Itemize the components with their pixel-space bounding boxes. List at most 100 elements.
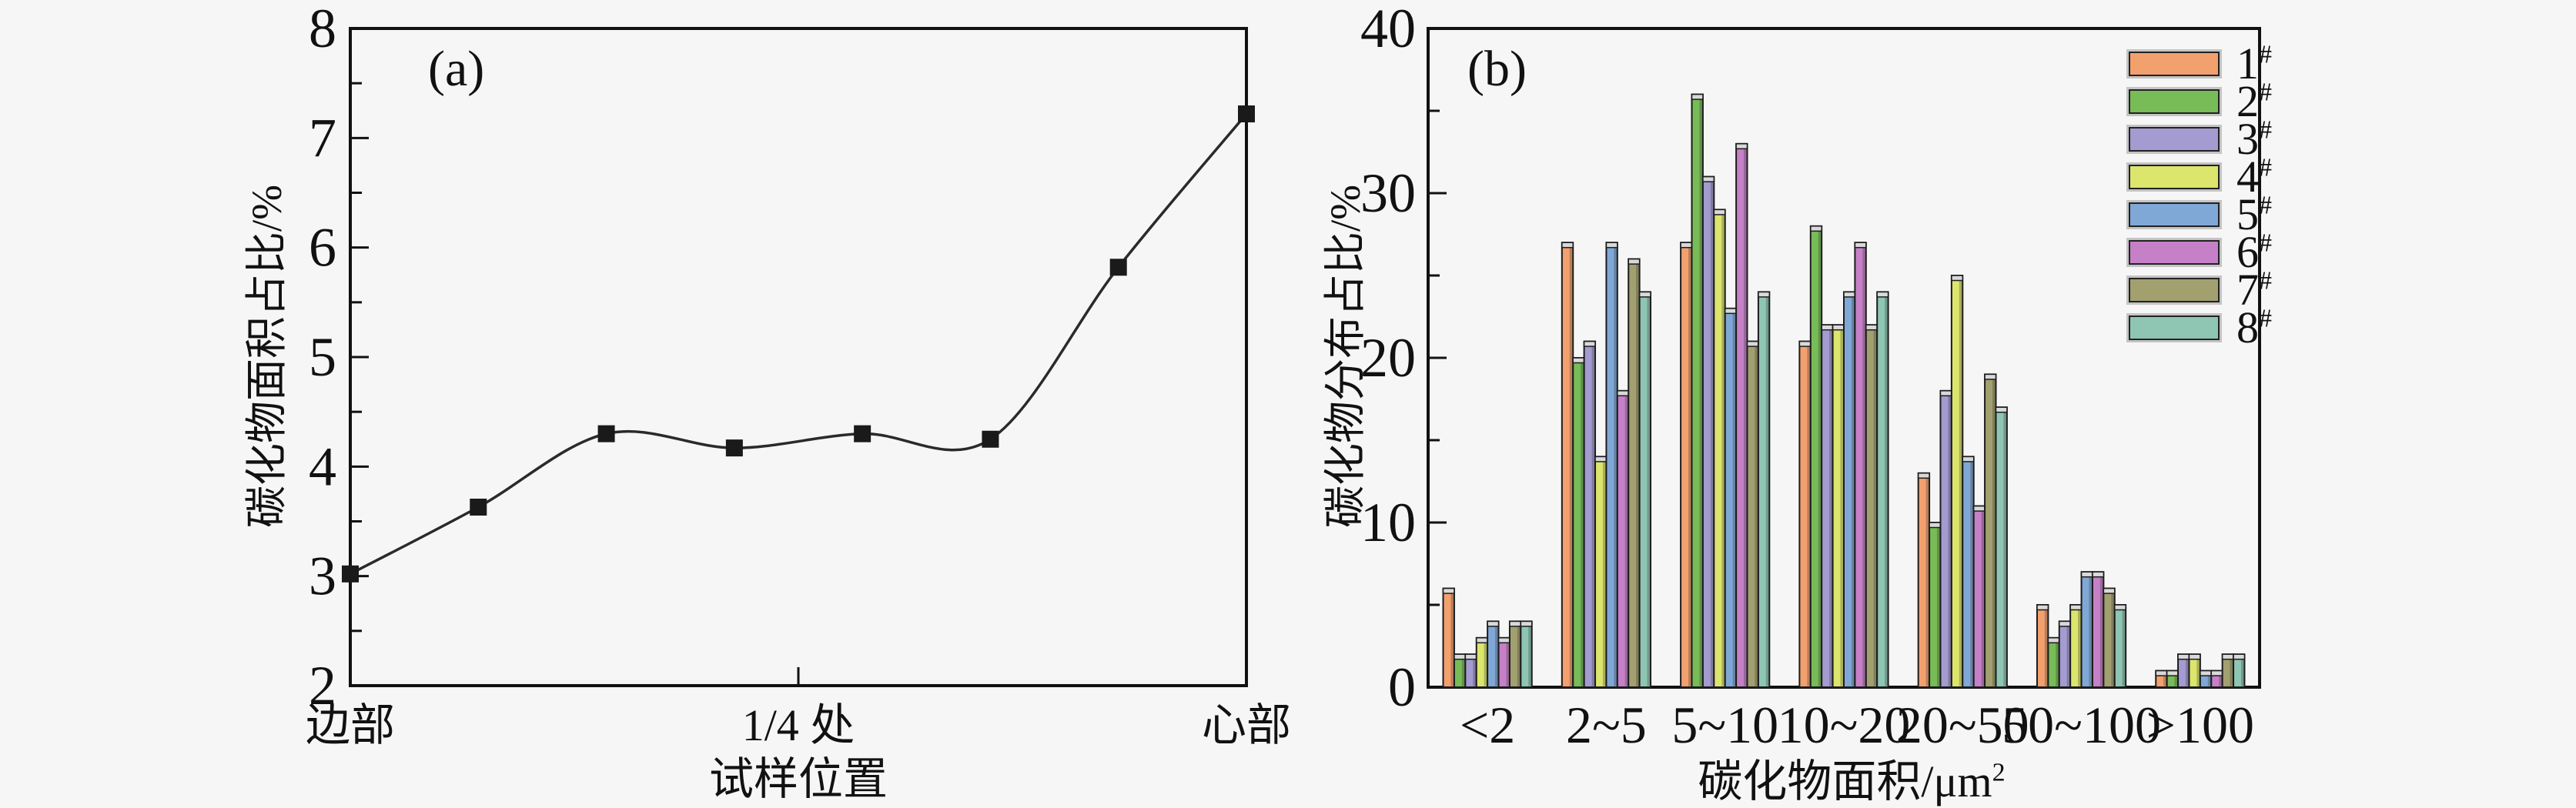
panel-a-y-tick-label: 7 bbox=[309, 107, 336, 169]
bar-cap bbox=[1929, 522, 1942, 529]
bar-cap bbox=[1984, 373, 1997, 380]
bar-shade bbox=[1851, 296, 1855, 686]
bar-shade bbox=[1688, 247, 1692, 686]
panel-a-y-axis-title: 碳化物面积占比/% bbox=[243, 184, 290, 529]
bar-cap bbox=[1520, 620, 1533, 627]
legend-item: 5# bbox=[2126, 192, 2272, 236]
panel-b-category-label: >100 bbox=[2146, 696, 2254, 754]
panel-b-y-tick-label: 0 bbox=[1388, 656, 1416, 718]
panel-b-category-label: 10~20 bbox=[1778, 696, 1911, 754]
panel-a-y-tick-label: 2 bbox=[309, 655, 336, 716]
bar-cap bbox=[1821, 324, 1834, 331]
legend-swatch bbox=[2126, 162, 2222, 192]
bar-cap bbox=[1583, 340, 1596, 347]
bar-cap bbox=[1605, 242, 1618, 249]
bar-cap bbox=[1442, 587, 1455, 594]
bar-shade bbox=[1862, 247, 1866, 686]
bar-cap bbox=[2114, 604, 2126, 611]
bar-shade bbox=[2044, 609, 2049, 686]
bar-shade bbox=[1569, 247, 1574, 686]
panel-b-y-tick-label: 10 bbox=[1360, 492, 1416, 553]
bar-cap bbox=[1876, 291, 1889, 298]
bar-shade bbox=[1699, 99, 1703, 686]
legend-label: 3# bbox=[2236, 113, 2272, 164]
bar-cap bbox=[1475, 637, 1488, 644]
bar-shade bbox=[2240, 659, 2245, 686]
bar-shade bbox=[1807, 346, 1811, 686]
data-point-marker bbox=[1109, 259, 1127, 276]
panel-b-x-axis-title: 碳化物面积/μm2 bbox=[1698, 745, 2005, 808]
bar-shade bbox=[1602, 461, 1607, 686]
panel-a-x-tick-label: 心部 bbox=[1202, 700, 1291, 750]
bar-shade bbox=[1647, 296, 1651, 686]
panel-b-x-axis-title-sup: 2 bbox=[1992, 758, 2006, 787]
bar-shade bbox=[1461, 659, 1466, 686]
bar-cap bbox=[2069, 604, 2083, 611]
legend-label: 4# bbox=[2236, 151, 2272, 202]
bar-shade bbox=[1818, 231, 1822, 686]
legend-item: 1# bbox=[2126, 41, 2272, 85]
legend-item: 7# bbox=[2126, 264, 2272, 315]
data-point-marker bbox=[982, 430, 999, 448]
bar-cap bbox=[2080, 571, 2093, 578]
bar-cap bbox=[1854, 242, 1867, 249]
legend-swatch bbox=[2126, 124, 2222, 154]
bar-shade bbox=[2122, 609, 2126, 686]
bar-shade bbox=[1959, 280, 1963, 686]
bar-cap bbox=[1843, 291, 1856, 298]
bar-cap bbox=[1561, 242, 1574, 249]
panel-a-y-tick-label: 5 bbox=[309, 326, 336, 388]
panel-a-tag: (a) bbox=[428, 41, 485, 97]
bar-shade bbox=[1614, 247, 1618, 686]
bar-shade bbox=[2174, 676, 2179, 686]
legend-label: 6# bbox=[2236, 226, 2272, 277]
bar-shade bbox=[2219, 676, 2223, 686]
bar-cap bbox=[2200, 669, 2213, 676]
data-point-marker bbox=[854, 425, 871, 442]
bar-cap bbox=[2047, 637, 2060, 644]
panel-a-x-tick-label: 边部 bbox=[306, 700, 395, 750]
data-point-marker bbox=[342, 565, 359, 583]
panel-a-y-tick-label: 4 bbox=[309, 436, 336, 497]
bar-shade bbox=[2185, 659, 2190, 686]
panel-b-y-tick-label: 40 bbox=[1360, 0, 1416, 59]
panel-a-x-tick-label: 1/4 处 bbox=[742, 700, 855, 750]
legend-item: 2# bbox=[2126, 78, 2272, 123]
legend-label: 2# bbox=[2236, 75, 2272, 126]
bar-cap bbox=[2092, 571, 2105, 578]
legend-item: 4# bbox=[2126, 154, 2272, 199]
bar-cap bbox=[1798, 340, 1812, 347]
bar-shade bbox=[2163, 676, 2167, 686]
bar-cap bbox=[1962, 456, 1975, 462]
bar-shade bbox=[1873, 329, 1878, 686]
panel-b-category-label: 5~10 bbox=[1671, 696, 1778, 754]
bar-cap bbox=[2036, 604, 2049, 611]
bar-cap bbox=[1509, 620, 1522, 627]
panel-b-y-axis-title: 碳化物分布占比/% bbox=[1322, 184, 1369, 529]
legend-item: 6# bbox=[2126, 229, 2272, 274]
bar-cap bbox=[1691, 93, 1704, 100]
bar-shade bbox=[1624, 396, 1629, 686]
bar-shade bbox=[1473, 659, 1477, 686]
panel-a-y-tick-label: 8 bbox=[309, 0, 336, 59]
bar-cap bbox=[1972, 505, 1986, 512]
bar-shade bbox=[1992, 379, 1996, 686]
bar-cap bbox=[1680, 242, 1693, 249]
panel-b-tag: (b) bbox=[1467, 41, 1527, 97]
bar-shade bbox=[2003, 412, 2007, 686]
bar-shade bbox=[2099, 576, 2104, 686]
bar-cap bbox=[1638, 291, 1651, 298]
bar-cap bbox=[1702, 175, 1715, 182]
bar-cap bbox=[1617, 390, 1629, 397]
bar-shade bbox=[1755, 346, 1758, 686]
data-point-marker bbox=[597, 425, 615, 442]
bar-shade bbox=[1710, 182, 1715, 686]
legend-label: 7# bbox=[2236, 264, 2272, 315]
panel-b-y-tick-label: 30 bbox=[1360, 162, 1416, 224]
bar-shade bbox=[1506, 643, 1510, 686]
bar-shade bbox=[1885, 296, 1889, 686]
bar-cap bbox=[1917, 472, 1930, 479]
legend-swatch bbox=[2126, 199, 2222, 229]
